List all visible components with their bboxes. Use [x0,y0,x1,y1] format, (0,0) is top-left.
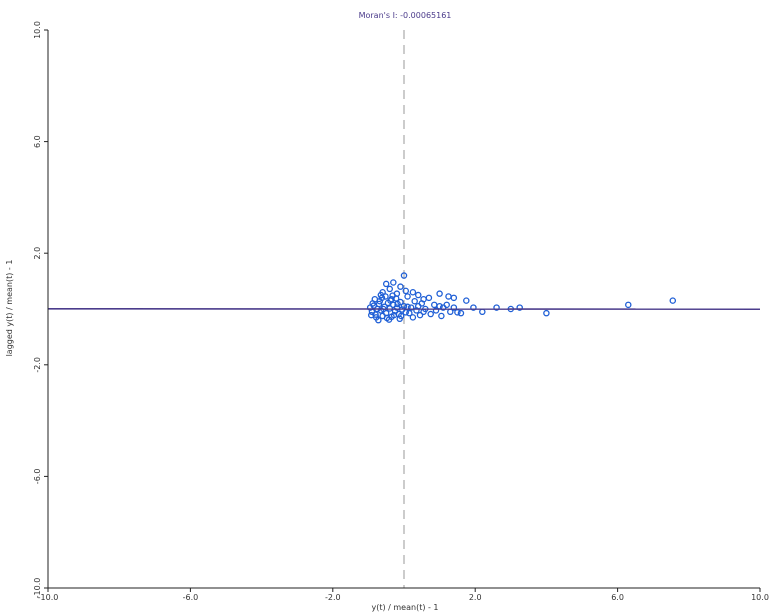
y-tick-label: 10.0 [33,21,42,39]
scatter-point [377,291,385,299]
scatter-point [450,294,458,302]
scatter-point [450,304,458,311]
scatter-point [414,291,422,299]
y-tick-label: -10.0 [33,578,42,599]
scatter-point [382,280,390,288]
data-points [366,272,677,324]
scatter-point [425,294,433,302]
scatter-point [543,309,550,317]
scatter-point [443,301,450,309]
scatter-point [397,283,404,290]
scatter-point [371,295,379,303]
scatter-point [404,293,411,300]
scatter-point [516,304,523,311]
y-tick-label: 6.0 [33,135,42,148]
chart-title: Moran's I: -0.00065161 [359,11,452,20]
scatter-point [463,297,470,304]
scatter-point [409,289,417,296]
scatter-point [386,285,394,293]
x-axis-title: y(t) / mean(t) - 1 [371,603,438,612]
y-tick-label: 2.0 [33,247,42,260]
scatter-point [427,310,434,318]
scatter-point [409,314,417,321]
scatter-point [493,304,500,311]
scatter-point [470,304,477,311]
scatter-point [669,297,677,304]
axes [47,30,760,589]
scatter-point [396,315,403,323]
x-axis-ticks: -10.0 -6.0 -2.0 2.0 6.0 10.0 [38,588,769,602]
scatter-point [457,309,465,317]
scatter-point [407,304,415,311]
y-tick-label: -2.0 [33,357,42,373]
scatter-point [375,300,383,308]
scatter-point [432,307,440,314]
x-tick-label: 10.0 [751,593,769,602]
scatter-point [375,316,382,324]
scatter-point [390,311,398,319]
x-tick-label: -2.0 [325,593,341,602]
scatter-point [625,301,632,309]
scatter-point [436,290,443,297]
scatter-point [411,297,418,305]
scatter-point [438,312,445,320]
scatter-point [400,272,408,279]
scatter-point [367,311,375,319]
y-axis-title: lagged y(t) / mean(t) - 1 [5,260,14,357]
scatter-point [393,304,401,311]
x-tick-label: 6.0 [611,593,624,602]
scatter-point [406,309,413,317]
x-tick-label: -10.0 [38,593,59,602]
scatter-point [416,311,424,319]
scatter-point [385,316,393,323]
scatter-point [390,279,397,286]
y-tick-label: -6.0 [33,469,42,485]
x-tick-label: 2.0 [469,593,482,602]
scatter-point [388,295,395,303]
scatter-point [402,287,410,295]
scatter-point [394,300,401,308]
y-axis-ticks: 10.0 6.0 2.0 -2.0 -6.0 -10.0 [33,21,48,598]
scatter-point [393,290,401,297]
x-tick-label: -6.0 [183,593,199,602]
scatter-point [372,311,379,318]
